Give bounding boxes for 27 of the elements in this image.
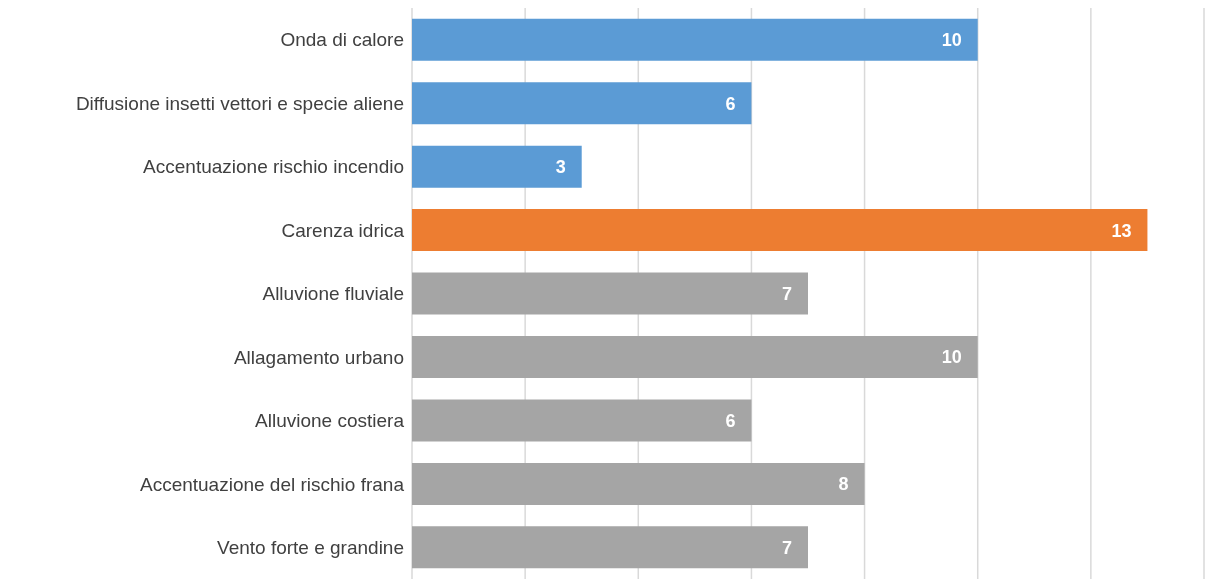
y-tick-label: Alluvione costiera — [255, 410, 405, 432]
y-tick-label: Onda di calore — [280, 29, 404, 51]
data-label: 6 — [725, 93, 736, 114]
bar — [412, 82, 752, 125]
data-label: 6 — [725, 410, 736, 431]
bar — [412, 336, 978, 379]
data-label: 7 — [781, 283, 792, 304]
data-label: 8 — [838, 474, 849, 495]
y-tick-label: Carenza idrica — [281, 219, 405, 241]
y-tick-label: Accentuazione rischio incendio — [143, 156, 404, 178]
bar — [412, 145, 582, 188]
bar — [412, 272, 808, 315]
bar — [412, 462, 865, 505]
bar — [412, 526, 808, 569]
y-tick-label: Alluvione fluviale — [262, 283, 404, 305]
y-tick-label: Vento forte e grandine — [217, 537, 404, 559]
bar — [412, 209, 1148, 252]
data-label: 7 — [781, 537, 792, 558]
data-label: 10 — [941, 347, 962, 368]
data-label: 10 — [941, 30, 962, 51]
data-label: 13 — [1111, 220, 1132, 241]
bar — [412, 399, 752, 442]
data-label: 3 — [555, 157, 566, 178]
y-tick-label: Allagamento urbano — [233, 346, 404, 368]
y-tick-label: Accentuazione del rischio frana — [139, 473, 405, 495]
y-tick-label: Diffusione insetti vettori e specie aliene — [75, 92, 404, 114]
bar — [412, 18, 978, 61]
